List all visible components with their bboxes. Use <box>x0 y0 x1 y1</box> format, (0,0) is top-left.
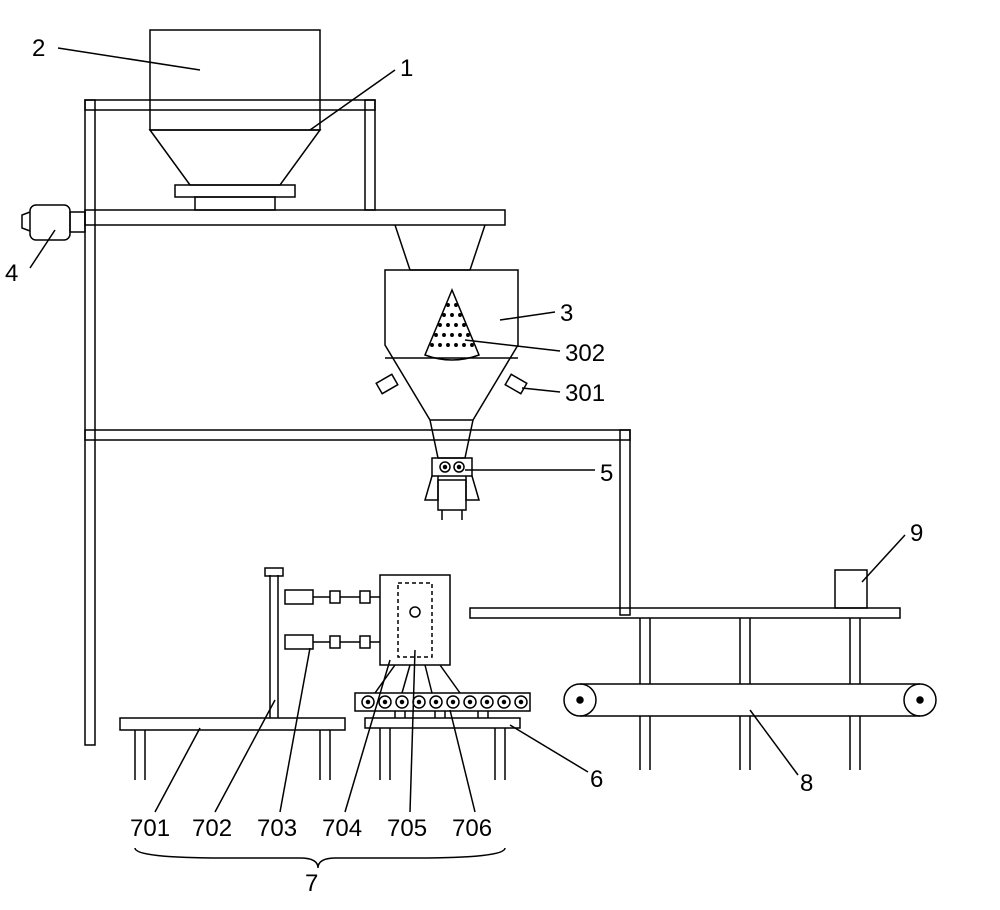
frame-mid-beam <box>85 210 505 225</box>
brace-7 <box>135 848 505 868</box>
mech5-dot-l <box>444 466 447 469</box>
hopper-top-body <box>150 30 320 130</box>
lead-302 <box>465 340 560 351</box>
lead-702 <box>215 700 275 812</box>
upper-rail <box>470 608 900 618</box>
frame-lower-beam <box>85 430 630 440</box>
hopper-connector <box>395 225 485 270</box>
outlet-left <box>376 374 398 393</box>
line-704-2 <box>402 665 410 693</box>
label-704: 704 <box>322 815 362 843</box>
label-706: 706 <box>452 815 492 843</box>
post-702-cap <box>265 568 283 576</box>
frame-left-post <box>85 100 95 745</box>
hopper-outlet <box>195 197 275 210</box>
inner-705 <box>398 583 432 657</box>
lead-704 <box>345 660 390 812</box>
roller-base <box>365 718 520 728</box>
line-704-4 <box>440 665 460 693</box>
mech5-arm-l <box>425 476 438 500</box>
lead-705 <box>410 650 415 812</box>
label-302: 302 <box>565 340 605 368</box>
motor-shaft <box>70 212 85 232</box>
label-7: 7 <box>305 870 318 898</box>
engineering-diagram <box>0 0 1000 910</box>
label-703: 703 <box>257 815 297 843</box>
lead-706 <box>450 710 475 812</box>
mech5-block <box>438 480 466 510</box>
lead-6 <box>510 725 588 772</box>
motor-end <box>22 212 30 231</box>
mech5-arm-r <box>466 476 479 500</box>
label-9: 9 <box>910 520 923 548</box>
hopper-flange <box>175 185 295 197</box>
cylinder-703-bot <box>285 635 370 649</box>
motor-body <box>30 205 70 240</box>
frame-right-lower <box>620 430 630 615</box>
hopper-neck <box>430 420 473 458</box>
dot-705 <box>410 607 420 617</box>
label-701: 701 <box>130 815 170 843</box>
base-701 <box>120 718 345 730</box>
label-2: 2 <box>32 35 45 63</box>
label-5: 5 <box>600 460 613 488</box>
mech5-top <box>432 458 472 476</box>
label-301: 301 <box>565 380 605 408</box>
sensor-9 <box>835 570 867 608</box>
label-705: 705 <box>387 815 427 843</box>
lead-4 <box>30 230 55 268</box>
label-4: 4 <box>5 260 18 288</box>
label-6: 6 <box>590 766 603 794</box>
lead-701 <box>155 728 200 812</box>
label-702: 702 <box>192 815 232 843</box>
cone-302 <box>425 290 479 360</box>
frame-right-upper <box>365 100 375 210</box>
lead-9 <box>862 535 905 582</box>
line-704-3 <box>425 665 432 693</box>
outlet-right-301 <box>505 374 527 393</box>
rollers <box>362 696 527 708</box>
label-1: 1 <box>400 55 413 83</box>
lead-2 <box>58 48 200 70</box>
frame-top-beam <box>85 100 375 110</box>
lead-301 <box>522 388 560 392</box>
label-8: 8 <box>800 770 813 798</box>
conveyor-8 <box>564 684 936 770</box>
label-3: 3 <box>560 300 573 328</box>
lead-3 <box>500 312 555 320</box>
mech5-dot-r <box>458 466 461 469</box>
hopper-top-funnel <box>150 130 320 185</box>
cylinder-703-top <box>285 590 370 604</box>
lead-8 <box>750 710 798 775</box>
